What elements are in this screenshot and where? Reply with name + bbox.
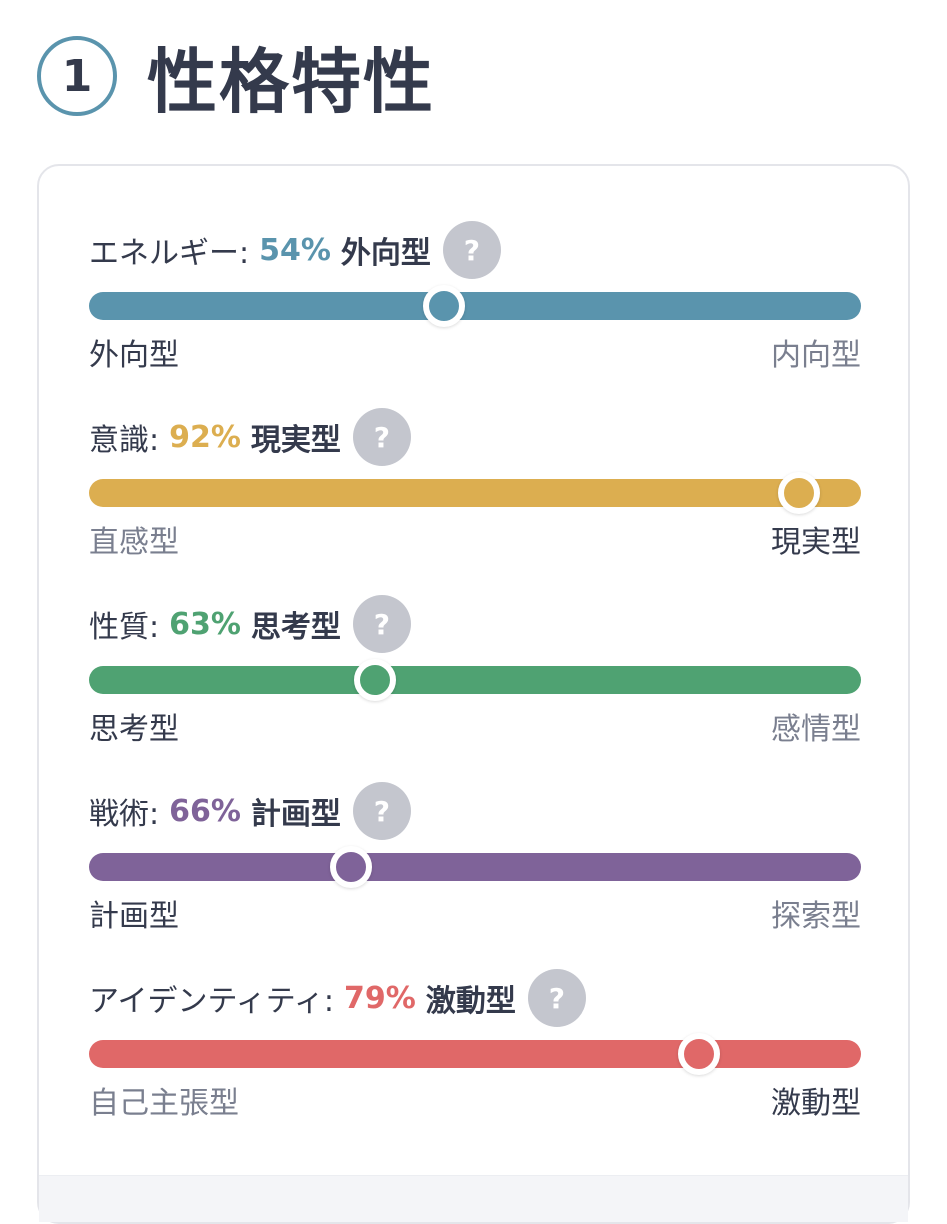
trait-label: 意識: (89, 423, 160, 458)
trait-energy: エネルギー: 54% 外向型 ? 外向型 内向型 (89, 220, 861, 373)
trait-bar-knob (353, 659, 396, 701)
trait-percent: 92% (169, 419, 241, 455)
trait-bar-knob (330, 846, 373, 888)
trait-right-pole: 激動型 (771, 1086, 861, 1121)
trait-percent: 66% (169, 793, 241, 829)
trait-type: 激動型 (425, 984, 516, 1019)
trait-left-pole: 直感型 (89, 525, 179, 560)
trait-bar (89, 472, 861, 514)
card-footer (39, 1175, 908, 1222)
section-title: 性格特性 (147, 40, 435, 123)
help-icon[interactable]: ? (352, 408, 411, 466)
trait-poles: 思考型 感情型 (89, 704, 861, 748)
trait-bar (89, 846, 861, 888)
trait-left-pole: 外向型 (89, 338, 179, 373)
trait-right-pole: 内向型 (771, 338, 861, 373)
trait-heading: 性質: 63% 思考型 ? (89, 594, 411, 654)
trait-label: アイデンティティ: (89, 984, 335, 1019)
trait-heading: アイデンティティ: 79% 激動型 ? (89, 968, 586, 1028)
trait-percent: 63% (169, 606, 241, 642)
trait-bar (89, 285, 861, 327)
section-header: 1 性格特性 (37, 34, 435, 123)
trait-left-pole: 計画型 (89, 899, 179, 934)
help-icon[interactable]: ? (352, 782, 411, 840)
trait-type: 現実型 (250, 423, 341, 458)
trait-label: 戦術: (89, 797, 160, 832)
trait-type: 計画型 (250, 797, 341, 832)
trait-percent: 79% (344, 980, 416, 1016)
trait-poles: 計画型 探索型 (89, 891, 861, 935)
trait-label: 性質: (89, 610, 160, 645)
help-icon[interactable]: ? (352, 595, 411, 653)
trait-right-pole: 現実型 (771, 525, 861, 560)
trait-type: 思考型 (250, 610, 341, 645)
trait-tactics: 戦術: 66% 計画型 ? 計画型 探索型 (89, 781, 861, 934)
trait-label: エネルギー: (89, 236, 250, 271)
trait-bar-knob (778, 472, 821, 514)
trait-poles: 直感型 現実型 (89, 517, 861, 561)
trait-poles: 自己主張型 激動型 (89, 1078, 861, 1122)
traits-card: エネルギー: 54% 外向型 ? 外向型 内向型 意識: 92% 現実型 ? 直… (37, 164, 910, 1224)
trait-mind: 意識: 92% 現実型 ? 直感型 現実型 (89, 407, 861, 560)
section-number-badge: 1 (37, 36, 117, 116)
trait-percent: 54% (259, 232, 331, 268)
trait-identity: アイデンティティ: 79% 激動型 ? 自己主張型 激動型 (89, 968, 861, 1121)
trait-heading: エネルギー: 54% 外向型 ? (89, 220, 501, 280)
trait-type: 外向型 (340, 236, 431, 271)
trait-left-pole: 思考型 (89, 712, 179, 747)
help-icon[interactable]: ? (527, 969, 586, 1027)
help-icon[interactable]: ? (442, 221, 501, 279)
trait-bar (89, 1033, 861, 1075)
trait-heading: 戦術: 66% 計画型 ? (89, 781, 411, 841)
trait-bar (89, 659, 861, 701)
trait-bar-knob (423, 285, 466, 327)
trait-bar-knob (677, 1033, 720, 1075)
trait-right-pole: 探索型 (771, 899, 861, 934)
trait-nature: 性質: 63% 思考型 ? 思考型 感情型 (89, 594, 861, 747)
trait-poles: 外向型 内向型 (89, 330, 861, 374)
trait-left-pole: 自己主張型 (89, 1086, 239, 1121)
trait-right-pole: 感情型 (771, 712, 861, 747)
trait-heading: 意識: 92% 現実型 ? (89, 407, 411, 467)
